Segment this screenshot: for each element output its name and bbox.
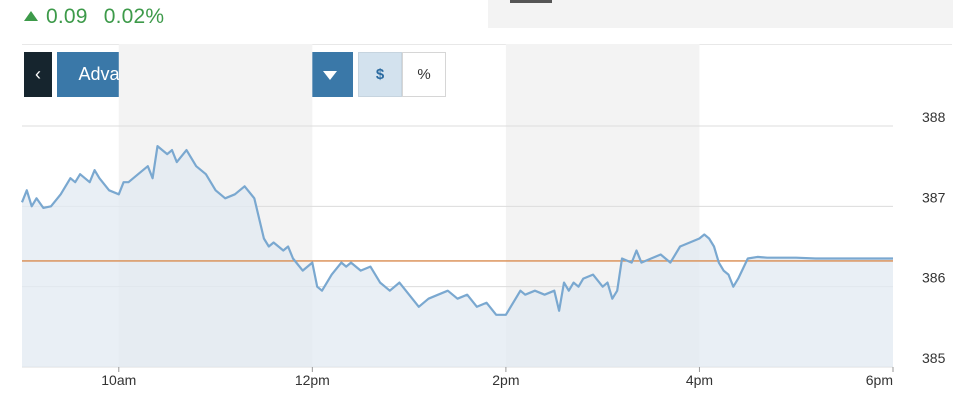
back-button[interactable]: ‹ xyxy=(24,52,52,97)
x-tick-label: 10am xyxy=(101,372,136,388)
y-tick-label: 387 xyxy=(922,189,946,205)
change-percent: 0.02% xyxy=(103,5,165,28)
x-tick-label: 4pm xyxy=(686,372,713,388)
x-tick-label: 2pm xyxy=(492,372,519,388)
y-axis-labels: 388 387 386 385 xyxy=(922,109,946,366)
chevron-left-icon: ‹ xyxy=(35,64,41,84)
divider xyxy=(22,44,952,45)
dollar-toggle[interactable]: $ xyxy=(358,52,402,97)
x-tick-label: 6pm xyxy=(866,372,893,388)
price-area xyxy=(22,146,893,367)
percent-toggle[interactable]: % xyxy=(402,52,446,97)
triangle-up-icon xyxy=(24,11,38,21)
price-change: 0.09 0.02% xyxy=(24,4,164,30)
x-axis-labels: 10am 12pm 2pm 4pm 6pm xyxy=(101,367,894,388)
price-line xyxy=(20,145,893,316)
change-value: 0.09 xyxy=(46,5,88,28)
y-tick-label: 388 xyxy=(922,109,946,125)
x-tick-label: 12pm xyxy=(295,372,330,388)
y-tick-label: 386 xyxy=(922,270,946,286)
top-right-panel xyxy=(488,0,953,28)
cropped-text xyxy=(510,0,552,3)
caret-down-icon xyxy=(323,71,337,80)
y-tick-label: 385 xyxy=(922,350,946,366)
